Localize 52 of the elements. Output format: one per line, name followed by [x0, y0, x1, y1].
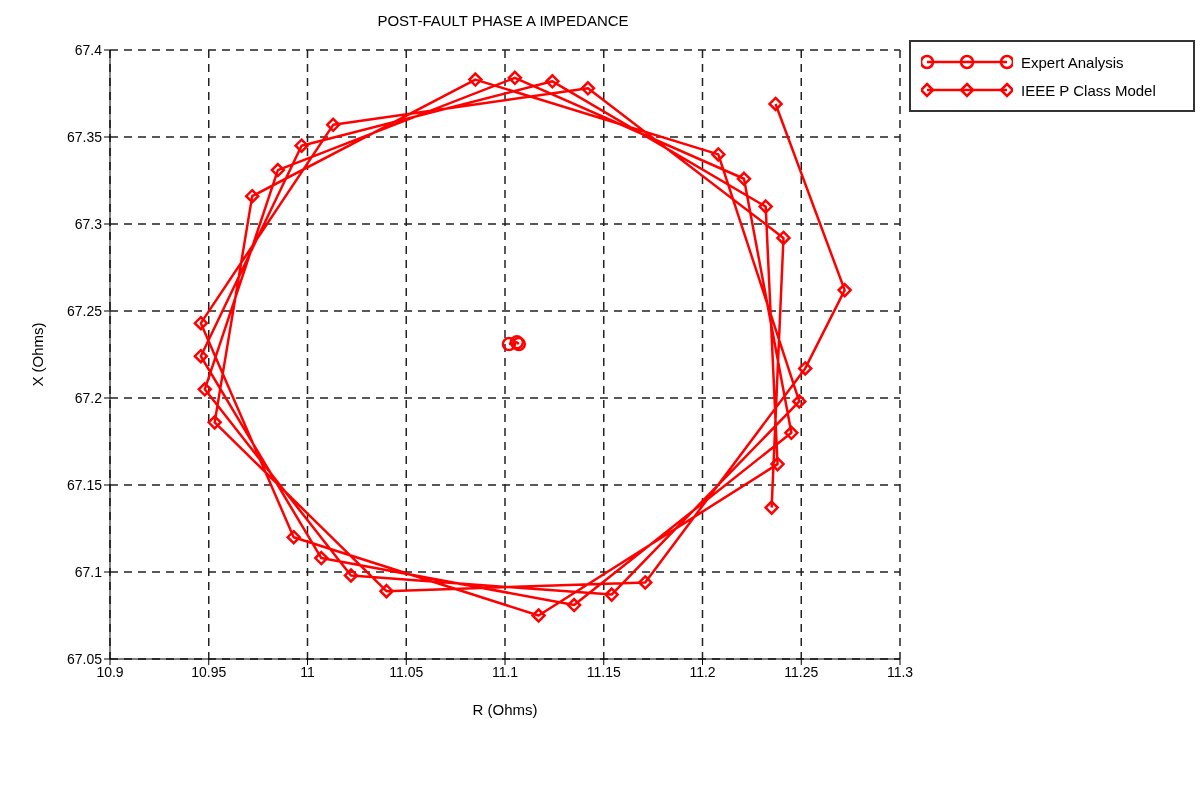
- point: [711, 147, 726, 162]
- point: [837, 282, 852, 298]
- point: [776, 230, 791, 246]
- x-tick-label: 11.3: [886, 663, 914, 680]
- point: [792, 394, 807, 409]
- point: [545, 74, 560, 89]
- x-tick-label: 11: [300, 663, 315, 680]
- point: [244, 188, 260, 204]
- y-axis-title: X (Ohms): [29, 322, 47, 387]
- point: [343, 568, 359, 583]
- y-tick-label: 67.15: [66, 476, 103, 493]
- point: [566, 597, 582, 613]
- point: [314, 550, 329, 566]
- point: [736, 171, 752, 187]
- point: [758, 199, 773, 214]
- point: [770, 456, 785, 472]
- point: [531, 608, 546, 623]
- point: [501, 336, 517, 352]
- point: [197, 382, 213, 397]
- point: [193, 315, 209, 331]
- point: [580, 81, 596, 96]
- point: [637, 575, 653, 590]
- point: [468, 72, 483, 87]
- point: [325, 117, 341, 133]
- x-axis-title: R (Ohms): [472, 701, 538, 718]
- point: [193, 348, 209, 364]
- legend-label: Expert Analysis: [1021, 53, 1124, 71]
- y-tick-label: 67.1: [74, 563, 103, 580]
- x-tick-label: 11.2: [689, 663, 716, 680]
- point: [207, 415, 222, 430]
- y-tick-label: 67.4: [74, 41, 103, 58]
- x-tick-label: 10.95: [191, 663, 227, 680]
- point: [797, 361, 813, 376]
- point: [270, 162, 286, 178]
- point: [379, 583, 394, 599]
- x-tick-label: 11.1: [491, 663, 519, 680]
- point: [784, 425, 799, 441]
- x-tick-label: 11.15: [586, 663, 621, 680]
- y-tick-label: 67.35: [66, 128, 103, 145]
- point: [764, 500, 779, 515]
- y-tick-label: 67.25: [66, 302, 103, 319]
- x-tick-label: 11.05: [389, 663, 424, 680]
- point: [286, 529, 301, 545]
- y-tick-label: 67.2: [74, 389, 103, 406]
- legend-label: IEEE P Class Model: [1021, 81, 1156, 99]
- point: [768, 96, 783, 112]
- x-tick-label: 11.25: [784, 663, 819, 680]
- point: [507, 70, 523, 86]
- y-tick-label: 67.3: [74, 215, 103, 232]
- point: [294, 138, 309, 153]
- point: [604, 587, 619, 602]
- chart-title: POST-FAULT PHASE A IMPEDANCE: [376, 12, 630, 29]
